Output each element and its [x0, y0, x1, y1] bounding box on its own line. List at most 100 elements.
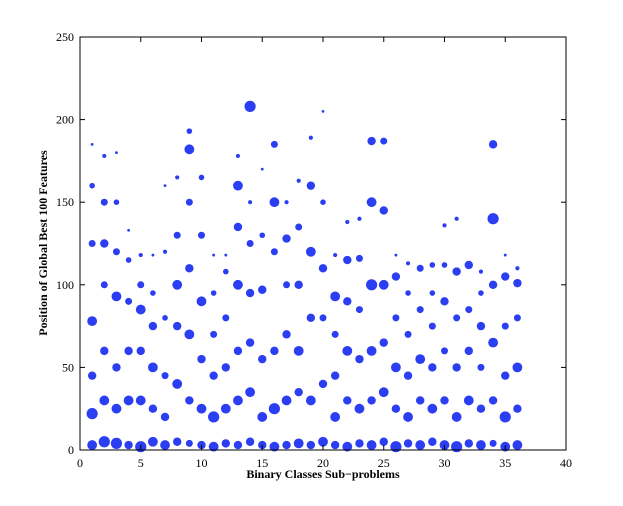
bubble: [198, 174, 205, 181]
bubble: [102, 153, 107, 159]
bubble: [186, 128, 193, 134]
bubble: [488, 337, 498, 348]
bubble: [209, 371, 218, 380]
bubble: [185, 396, 194, 405]
bubble: [246, 240, 254, 247]
bubble: [440, 297, 449, 306]
bubble: [162, 249, 168, 254]
bubble: [161, 372, 169, 380]
bubble: [391, 272, 401, 281]
bubble: [268, 403, 280, 415]
bubble: [513, 404, 522, 413]
bubble: [137, 281, 145, 289]
bubble: [380, 137, 388, 145]
bubble: [111, 291, 122, 302]
bubble: [478, 269, 484, 274]
bubble: [403, 371, 413, 380]
bubble: [173, 437, 182, 446]
bubble: [283, 281, 291, 289]
bubble: [112, 248, 120, 256]
y-axis-label: Position of Global Best 100 Features: [36, 150, 50, 336]
bubble: [184, 144, 195, 155]
bubble: [464, 346, 473, 356]
bubble: [392, 314, 400, 322]
bubble: [270, 140, 278, 148]
x-tick-label: 35: [499, 456, 511, 470]
bubble: [367, 136, 376, 146]
bubble: [282, 440, 291, 450]
bubble: [173, 231, 181, 239]
bubble: [233, 440, 243, 450]
bubble: [390, 441, 402, 453]
bubble: [125, 257, 132, 263]
bubble: [175, 175, 180, 180]
bubble: [148, 436, 158, 447]
bubble: [513, 278, 522, 288]
bubble: [513, 314, 521, 322]
bubble: [260, 167, 264, 171]
bubble: [355, 306, 363, 314]
bubble: [487, 213, 499, 225]
bubble: [318, 436, 328, 447]
x-tick-label: 0: [77, 456, 83, 470]
bubble: [378, 279, 389, 290]
bubble: [233, 346, 243, 356]
bubble: [293, 438, 304, 449]
bubble: [379, 206, 388, 215]
bubble: [160, 440, 170, 450]
bubble: [404, 330, 412, 338]
bubble: [110, 437, 123, 449]
bubble: [282, 234, 291, 243]
bubble: [515, 266, 520, 271]
bubble: [308, 135, 313, 140]
bubble: [416, 396, 425, 405]
bubble: [318, 379, 328, 389]
bubble: [245, 338, 255, 347]
bubble: [245, 288, 255, 298]
bubble: [136, 346, 145, 356]
bubble: [284, 200, 289, 205]
bubble: [355, 254, 363, 262]
bubble: [224, 253, 228, 257]
bubble: [427, 403, 438, 414]
bubble: [503, 253, 507, 257]
bubble: [124, 346, 133, 356]
bubble: [405, 290, 411, 296]
bubble: [379, 437, 388, 446]
bubble: [305, 395, 316, 406]
bubble: [197, 354, 206, 364]
x-tick-label: 30: [439, 456, 451, 470]
bubble: [100, 346, 109, 356]
bubble: [220, 403, 231, 414]
bubble: [463, 395, 474, 406]
bubble: [257, 412, 268, 422]
bubble: [415, 440, 426, 450]
bubble: [355, 354, 364, 364]
bubble: [488, 396, 498, 405]
bubble: [148, 404, 158, 413]
bubble: [295, 223, 303, 231]
x-tick-label: 5: [138, 456, 144, 470]
bubble: [394, 253, 398, 257]
bubble: [100, 239, 109, 248]
bubble: [452, 267, 461, 276]
bubble: [354, 403, 365, 414]
bubble: [87, 316, 98, 327]
bubble: [476, 321, 486, 331]
bubble: [86, 408, 98, 420]
bubble: [88, 240, 96, 247]
bubble: [294, 387, 303, 397]
bubble: [441, 262, 448, 268]
bubble: [343, 396, 352, 405]
bubble: [90, 142, 94, 146]
bubble: [100, 198, 108, 206]
bubble: [89, 182, 95, 189]
x-tick-label: 10: [196, 456, 208, 470]
bubble: [245, 437, 255, 446]
x-tick-label: 40: [560, 456, 572, 470]
bubble: [488, 140, 498, 149]
bubble: [221, 439, 230, 448]
bubble: [233, 279, 243, 290]
bubble: [403, 412, 413, 422]
bubble: [235, 153, 241, 159]
